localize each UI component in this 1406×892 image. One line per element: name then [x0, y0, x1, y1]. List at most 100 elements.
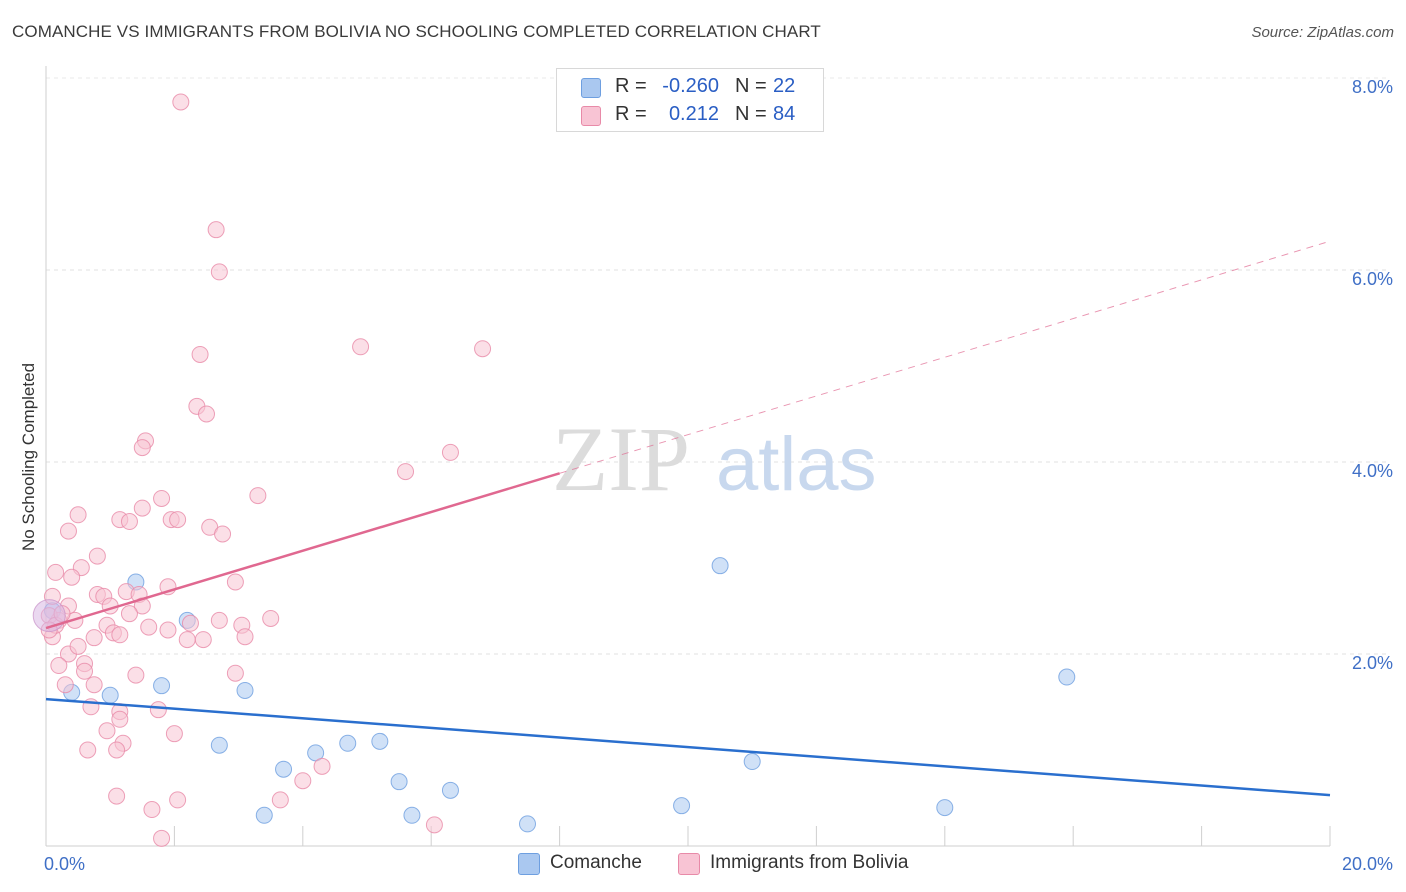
- point-bolivia: [111, 626, 129, 644]
- legend-n-label: N =: [735, 75, 767, 97]
- point-comanche: [403, 806, 421, 824]
- tick-labels: 2.0% 4.0% 6.0% 8.0% 0.0% 20.0%: [44, 77, 1393, 874]
- legend-swatch-comanche: [581, 78, 601, 98]
- point-bolivia: [108, 741, 126, 759]
- legend-n-label: N =: [735, 103, 767, 125]
- point-bolivia: [226, 573, 244, 591]
- y-tick-label: 2.0%: [1352, 653, 1393, 673]
- point-comanche: [1058, 668, 1076, 686]
- point-bolivia: [120, 605, 138, 623]
- point-comanche: [936, 799, 954, 817]
- point-comanche: [390, 773, 408, 791]
- x-tick-label: 20.0%: [1342, 854, 1393, 874]
- point-bolivia: [191, 345, 209, 363]
- point-bolivia: [153, 829, 171, 847]
- point-comanche: [275, 760, 293, 778]
- trend-line-bolivia: [45, 472, 560, 630]
- point-bolivia: [207, 221, 225, 239]
- point-bolivia: [88, 547, 106, 565]
- point-bolivia: [98, 722, 116, 740]
- point-bolivia: [76, 662, 94, 680]
- point-bolivia: [198, 405, 215, 423]
- series-legend: Comanche Immigrants from Bolivia: [0, 852, 1406, 878]
- point-bolivia: [294, 772, 312, 790]
- point-bolivia: [181, 614, 199, 632]
- point-bolivia: [226, 664, 244, 682]
- point-bolivia: [441, 443, 459, 461]
- point-comanche: [441, 781, 459, 799]
- point-bolivia: [214, 525, 232, 543]
- legend-r-label: R =: [615, 103, 647, 125]
- data-points: [32, 93, 1076, 847]
- y-tick-label: 4.0%: [1352, 461, 1393, 481]
- point-bolivia: [397, 463, 415, 481]
- point-comanche: [236, 681, 254, 699]
- series-swatch-comanche: [518, 853, 540, 875]
- point-comanche: [255, 806, 273, 824]
- point-bolivia: [352, 338, 370, 356]
- point-bolivia: [59, 522, 77, 540]
- point-bolivia: [111, 710, 129, 728]
- series-label-comanche: Comanche: [550, 852, 642, 873]
- point-comanche: [371, 732, 389, 750]
- point-bolivia: [165, 725, 183, 743]
- y-tick-label: 8.0%: [1352, 77, 1393, 97]
- point-bolivia: [56, 676, 74, 694]
- point-bolivia: [236, 628, 254, 646]
- point-comanche: [101, 686, 119, 704]
- point-bolivia: [85, 629, 103, 647]
- point-bolivia: [108, 787, 126, 805]
- legend-r-value: -0.260: [662, 75, 719, 97]
- legend-r-label: R =: [615, 75, 647, 97]
- point-bolivia: [133, 439, 151, 457]
- point-bolivia: [194, 631, 212, 649]
- point-bolivia: [153, 489, 171, 507]
- point-bolivia: [313, 757, 331, 775]
- point-comanche: [743, 753, 761, 771]
- point-bolivia: [210, 263, 228, 281]
- point-bolivia: [210, 611, 228, 629]
- correlation-legend: R = -0.260 N = 22 R = 0.212 N = 84: [556, 68, 824, 132]
- legend-row-bolivia: R = 0.212 N = 84: [557, 101, 823, 129]
- series-label-bolivia: Immigrants from Bolivia: [710, 852, 909, 873]
- point-comanche: [711, 557, 729, 575]
- point-comanche: [339, 734, 357, 752]
- point-bolivia: [169, 791, 187, 809]
- legend-n-value: 22: [773, 75, 796, 97]
- legend-swatch-bolivia: [581, 106, 601, 126]
- legend-n-value: 84: [773, 103, 796, 125]
- point-comanche: [210, 736, 228, 754]
- x-tick-label: 0.0%: [44, 854, 85, 874]
- point-bolivia: [143, 801, 161, 819]
- point-bolivia: [63, 568, 81, 586]
- point-bolivia: [79, 741, 97, 759]
- point-bolivia: [69, 637, 87, 655]
- point-bolivia: [172, 93, 190, 111]
- point-bolivia: [474, 340, 492, 358]
- axes: [45, 66, 1331, 847]
- point-comanche: [153, 677, 171, 695]
- point-bolivia: [85, 676, 103, 694]
- series-swatch-bolivia: [678, 853, 700, 875]
- point-comanche: [519, 815, 536, 833]
- point-bolivia: [140, 618, 158, 636]
- point-bolivia: [47, 563, 65, 581]
- watermark: ZIP atlas: [552, 408, 877, 510]
- legend-r-value: 0.212: [668, 103, 719, 125]
- y-tick-label: 6.0%: [1352, 269, 1393, 289]
- trend-line-bolivia-extension: [559, 240, 1331, 474]
- trend-lines: [45, 240, 1331, 797]
- point-bolivia: [69, 506, 87, 524]
- point-bolivia: [425, 816, 443, 834]
- chart-title: COMANCHE VS IMMIGRANTS FROM BOLIVIA NO S…: [12, 22, 821, 41]
- point-bolivia: [169, 511, 187, 529]
- point-bolivia: [249, 487, 267, 505]
- point-bolivia: [120, 513, 138, 531]
- point-bolivia: [178, 631, 196, 649]
- point-bolivia: [271, 791, 289, 809]
- point-bolivia: [133, 499, 151, 517]
- trend-line-comanche: [45, 697, 1331, 797]
- legend-row-comanche: R = -0.260 N = 22: [557, 73, 823, 101]
- y-axis-label: No Schooling Completed: [19, 363, 38, 551]
